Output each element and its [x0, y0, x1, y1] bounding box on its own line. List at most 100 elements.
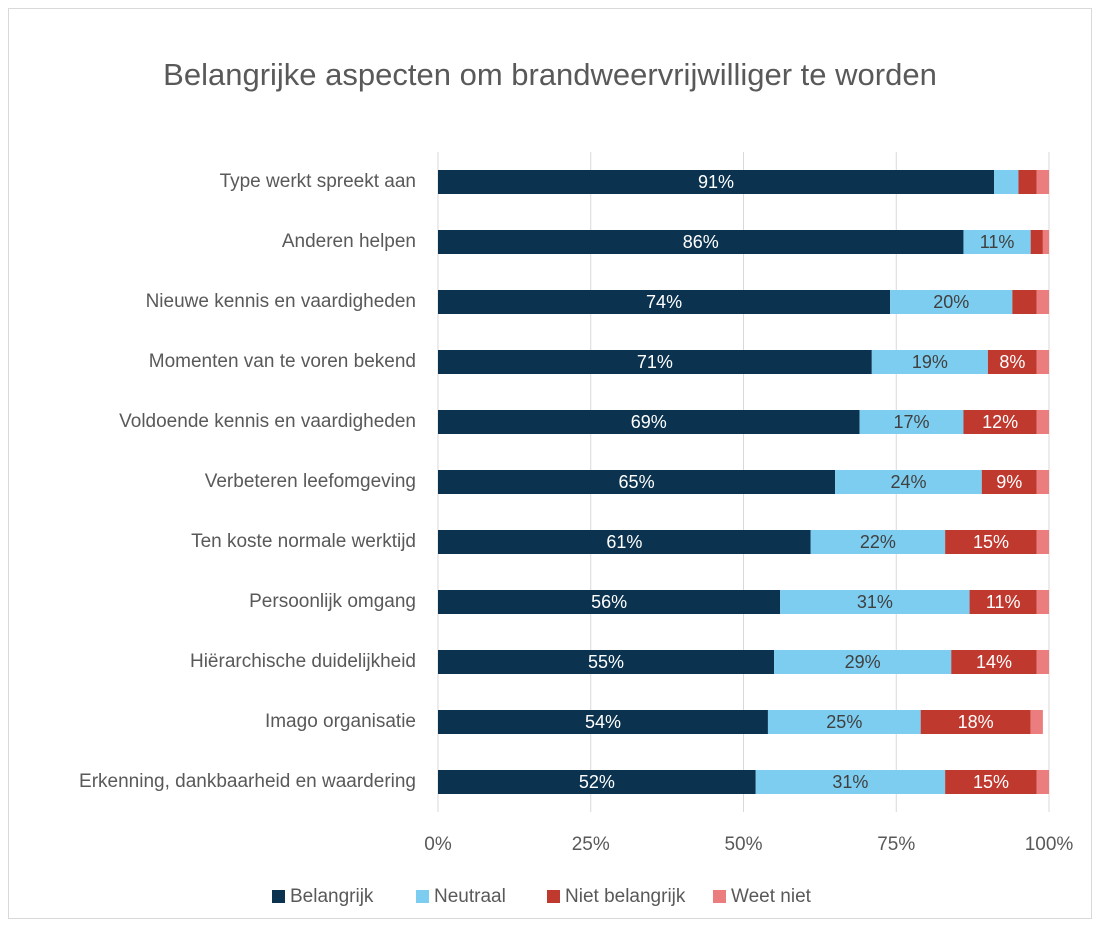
bar-segment — [1036, 530, 1049, 554]
bar-segment — [951, 650, 1037, 674]
bar-segment — [438, 410, 860, 434]
bar-segment — [1036, 290, 1049, 314]
data-label: 15% — [973, 532, 1009, 552]
bar-segment — [1036, 350, 1049, 374]
data-label: 91% — [698, 172, 734, 192]
bar-segment — [767, 710, 921, 734]
data-label: 29% — [845, 652, 881, 672]
data-label: 18% — [958, 712, 994, 732]
bar-segment — [438, 170, 995, 194]
data-label: 31% — [832, 772, 868, 792]
data-label: 11% — [980, 232, 1015, 252]
bar-segment — [438, 590, 781, 614]
bar-segment — [1030, 230, 1043, 254]
y-tick-label: Nieuwe kennis en vaardigheden — [146, 291, 416, 312]
y-tick-label: Verbeteren leefomgeving — [205, 471, 416, 492]
data-label: 14% — [976, 652, 1012, 672]
data-label: 22% — [860, 532, 896, 552]
x-tick-label: 0% — [424, 834, 452, 855]
data-label: 56% — [591, 592, 627, 612]
data-label: 25% — [826, 712, 862, 732]
legend-label: Neutraal — [434, 886, 506, 907]
y-tick-label: Persoonlijk omgang — [249, 591, 416, 612]
x-tick-label: 75% — [877, 834, 915, 855]
legend-label: Weet niet — [731, 886, 812, 907]
data-label: 55% — [588, 652, 624, 672]
chart-border — [8, 8, 1092, 919]
data-label: 19% — [912, 352, 948, 372]
bar-segment — [755, 770, 946, 794]
y-tick-label: Imago organisatie — [265, 711, 416, 732]
bar-segment — [438, 530, 811, 554]
bar-segment — [438, 350, 872, 374]
x-tick-label: 25% — [572, 834, 610, 855]
y-tick-label: Ten koste normale werktijd — [191, 531, 416, 552]
legend-swatch — [547, 890, 560, 903]
bar-segment — [780, 590, 970, 614]
y-tick-label: Erkenning, dankbaarheid en waardering — [79, 771, 416, 792]
bar-segment — [994, 170, 1019, 194]
bar-segment — [981, 470, 1037, 494]
bar-segment — [1036, 410, 1049, 434]
bar-segment — [969, 590, 1037, 614]
bar-segment — [438, 770, 756, 794]
data-label: 9% — [996, 472, 1022, 492]
bar-segment — [438, 710, 768, 734]
bar-segment — [1036, 170, 1049, 194]
bar-segment — [835, 470, 982, 494]
bar-segment — [810, 530, 946, 554]
bar-segment — [774, 650, 952, 674]
bar-segment — [1036, 770, 1049, 794]
legend-label: Niet belangrijk — [565, 886, 686, 907]
y-tick-label: Type werkt spreekt aan — [220, 171, 416, 192]
legend-label: Belangrijk — [290, 886, 374, 907]
x-tick-label: 50% — [724, 834, 762, 855]
data-label: 11% — [986, 592, 1021, 612]
data-label: 74% — [646, 292, 682, 312]
data-label: 65% — [619, 472, 655, 492]
bar-segment — [945, 770, 1037, 794]
bar-segment — [1036, 590, 1049, 614]
data-label: 61% — [606, 532, 642, 552]
data-label: 54% — [585, 712, 621, 732]
legend-swatch — [272, 890, 285, 903]
data-label: 20% — [933, 292, 969, 312]
bar-segment — [438, 470, 836, 494]
data-label: 8% — [999, 352, 1025, 372]
bar-segment — [1036, 470, 1049, 494]
data-label: 12% — [982, 412, 1018, 432]
chart-title: Belangrijke aspecten om brandweervrijwil… — [163, 57, 937, 92]
data-label: 31% — [857, 592, 893, 612]
bar-segment — [871, 350, 988, 374]
bar-segment — [987, 350, 1037, 374]
legend-swatch — [713, 890, 726, 903]
legend-swatch — [416, 890, 429, 903]
bar-segment — [1042, 230, 1049, 254]
data-label: 52% — [579, 772, 615, 792]
bar-segment — [945, 530, 1037, 554]
bar-segment — [438, 650, 775, 674]
data-label: 24% — [890, 472, 926, 492]
bar-segment — [890, 290, 1013, 314]
bar-segment — [438, 230, 964, 254]
bar-segment — [963, 410, 1037, 434]
data-label: 71% — [637, 352, 673, 372]
x-tick-label: 100% — [1025, 834, 1074, 855]
bar-segment — [920, 710, 1031, 734]
bar-segment — [963, 230, 1031, 254]
y-tick-label: Hiërarchische duidelijkheid — [190, 651, 416, 672]
y-tick-label: Momenten van te voren bekend — [149, 351, 416, 372]
y-tick-label: Voldoende kennis en vaardigheden — [119, 411, 416, 432]
bar-segment — [1012, 290, 1037, 314]
bar-segment — [438, 290, 891, 314]
bar-segment — [1018, 170, 1037, 194]
y-tick-label: Anderen helpen — [282, 231, 416, 252]
bar-segment — [1030, 710, 1043, 734]
data-label: 69% — [631, 412, 667, 432]
data-label: 15% — [973, 772, 1009, 792]
bar-segment — [859, 410, 964, 434]
data-label: 86% — [683, 232, 719, 252]
data-label: 17% — [894, 412, 930, 432]
